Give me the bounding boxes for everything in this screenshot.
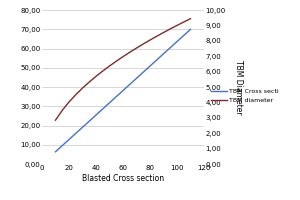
TBM Cross secti — [74, 132, 78, 135]
TBM diameter — [121, 55, 125, 58]
Y-axis label: TBM Diameter: TBM Diameter — [234, 60, 243, 114]
TBM diameter — [67, 101, 71, 103]
TBM Cross secti — [108, 102, 111, 104]
TBM Cross secti — [121, 89, 125, 92]
TBM Cross secti — [81, 126, 84, 128]
Line: TBM diameter: TBM diameter — [56, 19, 190, 120]
TBM diameter — [101, 70, 105, 72]
TBM diameter — [74, 94, 78, 96]
TBM diameter — [94, 75, 98, 78]
TBM Cross secti — [94, 114, 98, 116]
Line: TBM Cross secti: TBM Cross secti — [56, 29, 190, 152]
TBM diameter — [182, 21, 186, 23]
TBM diameter — [61, 109, 64, 112]
TBM diameter — [189, 17, 192, 20]
Legend: TBM Cross secti, TBM diameter: TBM Cross secti, TBM diameter — [210, 88, 280, 104]
TBM Cross secti — [162, 53, 165, 55]
TBM Cross secti — [88, 120, 91, 122]
TBM diameter — [162, 31, 165, 34]
TBM diameter — [169, 28, 172, 30]
TBM diameter — [148, 39, 152, 41]
TBM Cross secti — [54, 151, 57, 153]
TBM Cross secti — [189, 28, 192, 31]
TBM Cross secti — [67, 138, 71, 141]
TBM Cross secti — [182, 34, 186, 37]
TBM Cross secti — [128, 83, 132, 86]
TBM Cross secti — [142, 71, 145, 73]
TBM diameter — [142, 43, 145, 45]
X-axis label: Blasted Cross section: Blasted Cross section — [82, 174, 164, 183]
TBM Cross secti — [155, 59, 159, 61]
TBM Cross secti — [169, 46, 172, 49]
TBM Cross secti — [101, 108, 105, 110]
TBM diameter — [108, 65, 111, 67]
TBM diameter — [175, 24, 179, 27]
TBM Cross secti — [115, 95, 118, 98]
TBM diameter — [135, 47, 138, 49]
TBM diameter — [155, 35, 159, 37]
TBM diameter — [54, 119, 57, 121]
TBM Cross secti — [135, 77, 138, 79]
TBM diameter — [115, 60, 118, 62]
TBM diameter — [88, 81, 91, 83]
TBM Cross secti — [148, 65, 152, 67]
TBM Cross secti — [175, 40, 179, 43]
TBM diameter — [81, 87, 84, 89]
TBM Cross secti — [61, 144, 64, 147]
TBM diameter — [128, 51, 132, 53]
